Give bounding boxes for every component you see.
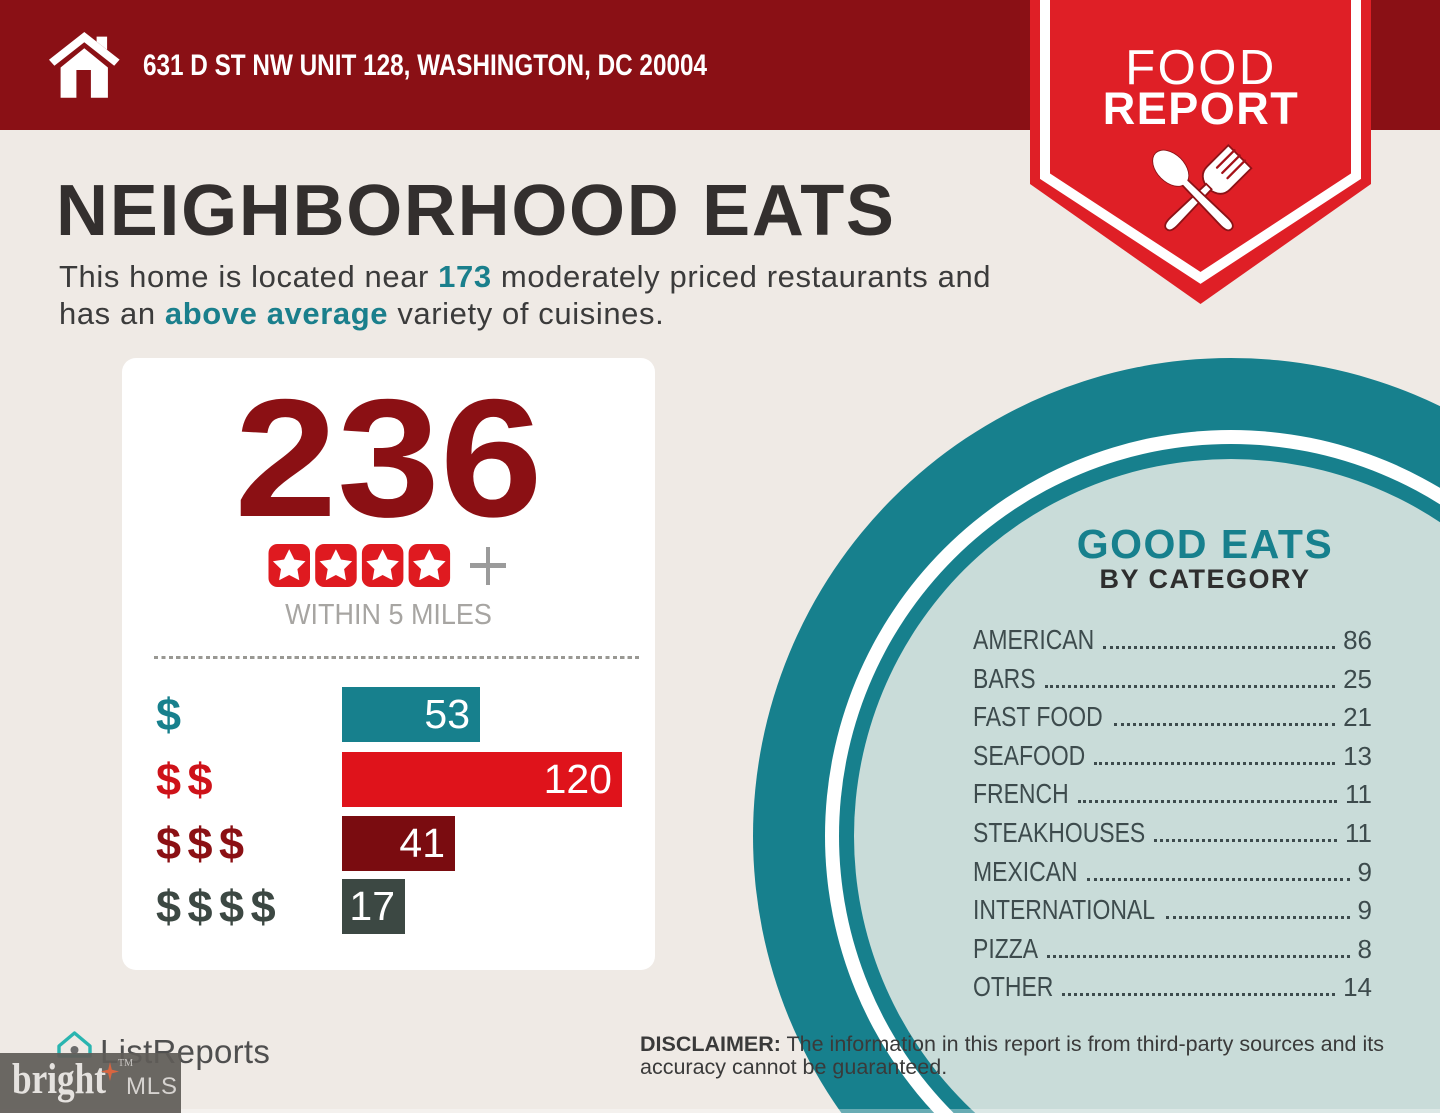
svg-text:REPORT: REPORT [1103, 83, 1300, 134]
svg-text:FOOD: FOOD [1125, 41, 1277, 95]
